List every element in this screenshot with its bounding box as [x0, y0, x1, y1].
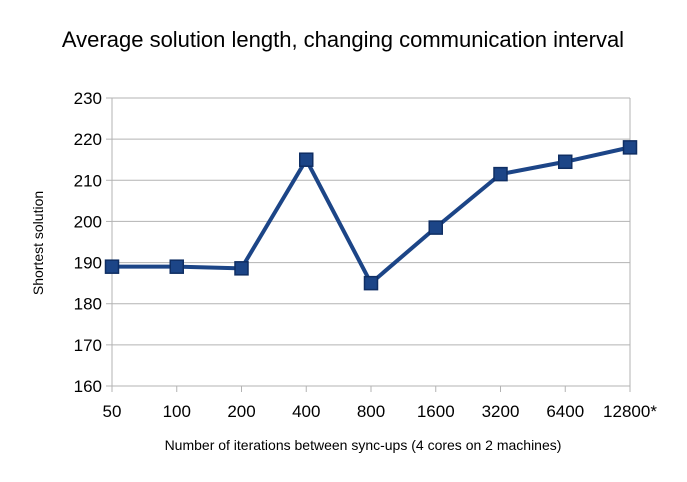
series [104, 140, 638, 291]
y-axis-label: Shortest solution [30, 191, 46, 295]
data-point-6400 [558, 154, 573, 170]
data-point-1600 [428, 220, 443, 235]
y-tick-label: 160 [74, 377, 102, 396]
y-tick-label: 180 [74, 295, 102, 314]
gridlines [112, 97, 630, 387]
chart-title: Average solution length, changing commun… [62, 27, 624, 52]
y-tick-label: 190 [74, 254, 102, 273]
y-tick-label: 170 [74, 336, 102, 355]
y-tick-label: 220 [74, 130, 102, 149]
data-point-50 [104, 259, 120, 274]
axes [106, 97, 631, 392]
y-tick-label: 230 [74, 89, 102, 108]
x-tick-label: 6400 [546, 402, 584, 421]
x-tick-label: 400 [292, 402, 320, 421]
x-tick-label: 12800* [603, 402, 657, 421]
data-point-3200 [493, 166, 508, 182]
x-tick-label: 800 [357, 402, 385, 421]
x-tick-label: 100 [163, 402, 191, 421]
data-point-12800* [622, 140, 638, 155]
x-tick-label: 1600 [417, 402, 455, 421]
x-tick-label: 3200 [482, 402, 520, 421]
data-point-200 [234, 261, 249, 276]
data-point-400 [299, 152, 314, 167]
x-tick-labels: 50 100 200 400 800 1600 3200 6400 12800* [103, 402, 658, 421]
y-tick-label: 200 [74, 212, 102, 231]
y-tick-label: 210 [74, 171, 102, 190]
x-tick-label: 50 [103, 402, 122, 421]
data-point-100 [169, 259, 184, 274]
x-axis-label: Number of iterations between sync-ups (4… [165, 437, 562, 453]
y-tick-labels: 160 170 180 190 200 210 220 230 [74, 89, 102, 396]
x-tick-label: 200 [227, 402, 255, 421]
data-point-800 [363, 275, 379, 291]
